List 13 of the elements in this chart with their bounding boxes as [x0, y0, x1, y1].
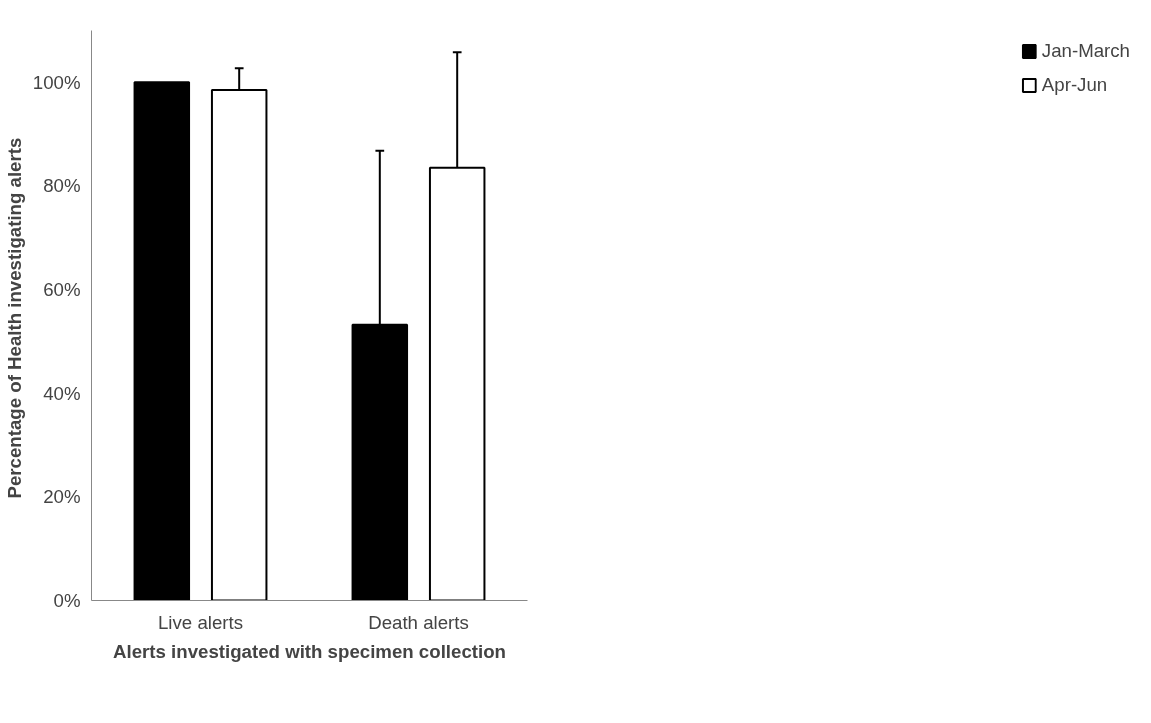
y-tick-label: 40% [43, 382, 81, 404]
legend-label: Jan-March [1041, 40, 1130, 62]
y-tick-label: 100% [32, 71, 81, 93]
y-tick-label: 0% [53, 590, 81, 611]
bar [133, 81, 191, 601]
y-tick-label: 80% [43, 175, 81, 197]
legend-label: Apr-Jun [1041, 74, 1108, 96]
x-axis-title: Alerts investigated with specimen collection [113, 640, 506, 662]
y-axis-title: Percentage of Health investigating alerts [3, 137, 25, 499]
x-tick-label: Death alerts [368, 611, 469, 633]
x-tick-label: Live alerts [157, 611, 244, 633]
y-tick-label: 20% [43, 486, 81, 508]
y-tick-label: 60% [43, 279, 81, 301]
